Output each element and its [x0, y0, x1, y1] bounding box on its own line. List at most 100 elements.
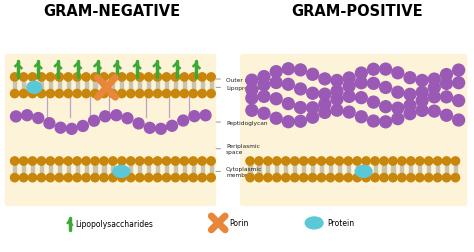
Bar: [31, 82, 34, 90]
Circle shape: [180, 90, 189, 98]
Circle shape: [433, 174, 442, 182]
Circle shape: [318, 157, 326, 166]
Bar: [111, 82, 115, 90]
Circle shape: [309, 174, 317, 182]
Circle shape: [246, 93, 258, 105]
Circle shape: [307, 88, 319, 100]
Circle shape: [300, 157, 308, 166]
Bar: [409, 166, 412, 174]
Circle shape: [133, 118, 144, 129]
Bar: [129, 82, 132, 90]
Circle shape: [264, 174, 272, 182]
Bar: [147, 82, 150, 90]
Bar: [102, 82, 106, 90]
Circle shape: [162, 74, 171, 82]
Circle shape: [319, 89, 331, 101]
Bar: [129, 166, 132, 174]
Circle shape: [178, 116, 189, 127]
Bar: [275, 166, 278, 174]
Bar: [165, 82, 168, 90]
Circle shape: [109, 74, 117, 82]
Circle shape: [246, 84, 258, 96]
Circle shape: [367, 116, 379, 128]
Circle shape: [77, 121, 88, 132]
Circle shape: [28, 74, 36, 82]
Circle shape: [398, 157, 406, 166]
Circle shape: [100, 174, 108, 182]
Circle shape: [154, 174, 162, 182]
Circle shape: [453, 95, 465, 107]
Bar: [49, 82, 52, 90]
Circle shape: [416, 157, 424, 166]
Circle shape: [294, 65, 306, 77]
Circle shape: [380, 101, 392, 113]
Circle shape: [145, 157, 153, 166]
Circle shape: [145, 90, 153, 98]
Bar: [374, 166, 377, 174]
Circle shape: [171, 90, 180, 98]
Circle shape: [353, 174, 361, 182]
Bar: [102, 166, 106, 174]
Circle shape: [73, 157, 82, 166]
Bar: [67, 82, 70, 90]
Ellipse shape: [305, 217, 323, 229]
Circle shape: [64, 90, 73, 98]
Circle shape: [46, 174, 55, 182]
Bar: [248, 166, 252, 174]
Circle shape: [198, 74, 206, 82]
Bar: [311, 166, 314, 174]
Circle shape: [111, 110, 122, 121]
Circle shape: [64, 174, 73, 182]
Circle shape: [246, 174, 254, 182]
Circle shape: [367, 97, 379, 109]
Circle shape: [100, 90, 108, 98]
Circle shape: [428, 82, 440, 94]
Bar: [454, 166, 457, 174]
Text: GRAM-NEGATIVE: GRAM-NEGATIVE: [43, 4, 180, 19]
Text: Lipoproteins: Lipoproteins: [216, 85, 263, 90]
Circle shape: [343, 107, 355, 118]
Bar: [293, 166, 296, 174]
Circle shape: [64, 74, 73, 82]
Bar: [183, 82, 186, 90]
Circle shape: [109, 174, 117, 182]
Circle shape: [189, 74, 198, 82]
Bar: [210, 166, 213, 174]
Bar: [365, 166, 368, 174]
Circle shape: [283, 64, 294, 75]
Circle shape: [264, 157, 272, 166]
Circle shape: [453, 115, 465, 127]
Circle shape: [416, 105, 428, 117]
Circle shape: [428, 74, 440, 86]
Bar: [93, 82, 97, 90]
Circle shape: [380, 64, 392, 76]
Circle shape: [127, 157, 135, 166]
Circle shape: [442, 174, 451, 182]
Circle shape: [416, 174, 424, 182]
Bar: [111, 166, 115, 174]
Circle shape: [91, 90, 99, 98]
Circle shape: [28, 90, 36, 98]
Circle shape: [283, 98, 294, 110]
Circle shape: [362, 157, 370, 166]
Bar: [427, 166, 430, 174]
Circle shape: [425, 174, 433, 182]
Circle shape: [198, 174, 206, 182]
Ellipse shape: [355, 166, 372, 178]
Circle shape: [37, 157, 46, 166]
Circle shape: [453, 65, 465, 77]
Bar: [436, 166, 439, 174]
Circle shape: [162, 157, 171, 166]
Bar: [13, 166, 16, 174]
Circle shape: [319, 74, 331, 85]
Circle shape: [344, 174, 353, 182]
Circle shape: [270, 113, 282, 125]
Circle shape: [282, 174, 290, 182]
Circle shape: [154, 157, 162, 166]
Circle shape: [64, 157, 73, 166]
Circle shape: [145, 74, 153, 82]
Circle shape: [258, 91, 270, 103]
Circle shape: [392, 87, 404, 99]
Circle shape: [122, 113, 133, 124]
Circle shape: [270, 77, 282, 89]
